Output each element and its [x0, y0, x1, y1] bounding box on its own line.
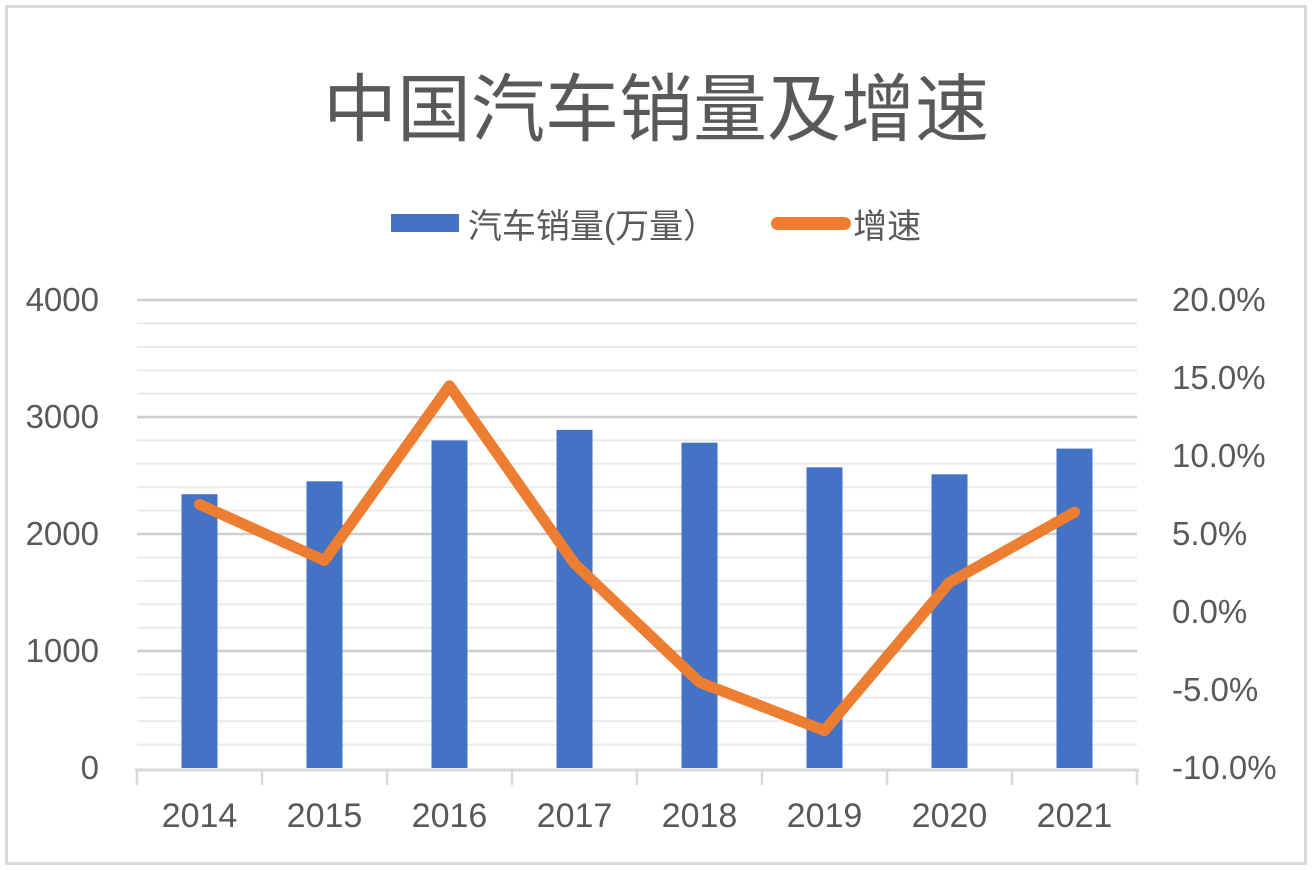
- x-tick-2021: 2021: [1036, 797, 1113, 835]
- legend-bar-swatch: [390, 214, 459, 232]
- y-left-tick-2000: 2000: [25, 515, 99, 552]
- x-tick-2019: 2019: [786, 797, 863, 835]
- legend-line-swatch: [771, 216, 852, 230]
- bar-2015: [306, 481, 343, 768]
- bar-2020: [931, 474, 968, 768]
- x-tick-2020: 2020: [911, 797, 988, 835]
- y-left-tick-0: 0: [80, 749, 99, 786]
- legend-label-growth: 增速: [853, 207, 922, 246]
- y-right-tick-5.0%: 5.0%: [1172, 515, 1248, 552]
- y-right-tick-20.0%: 20.0%: [1172, 281, 1266, 318]
- chart-legend: 汽车销量(万量） 增速: [0, 198, 1312, 248]
- x-tick-2016: 2016: [411, 797, 488, 835]
- legend-label-sales: 汽车销量(万量）: [467, 207, 718, 246]
- bar-2016: [431, 440, 468, 768]
- bar-2014: [181, 494, 218, 768]
- x-tick-2015: 2015: [286, 797, 363, 835]
- x-tick-2018: 2018: [661, 797, 738, 835]
- legend-item-growth: 增速: [771, 199, 921, 248]
- bar-2017: [556, 429, 593, 768]
- y-right-tick-15.0%: 15.0%: [1172, 359, 1266, 396]
- x-tick-2017: 2017: [536, 797, 613, 835]
- chart-title: 中国汽车销量及增速: [323, 68, 989, 151]
- y-left-tick-3000: 3000: [25, 398, 99, 435]
- y-left-tick-1000: 1000: [25, 632, 99, 669]
- bar-2021: [1056, 448, 1093, 768]
- y-right-tick-0.0%: 0.0%: [1172, 593, 1248, 630]
- growth-line: [194, 380, 1080, 737]
- bar-2018: [681, 442, 718, 768]
- y-right-tick--5.0%: -5.0%: [1172, 671, 1259, 708]
- y-left-tick-4000: 4000: [25, 281, 99, 318]
- y-right-tick--10.0%: -10.0%: [1172, 749, 1277, 786]
- x-tick-2014: 2014: [161, 797, 238, 835]
- y-right-tick-10.0%: 10.0%: [1172, 437, 1266, 474]
- legend-item-sales: 汽车销量(万量）: [390, 199, 718, 248]
